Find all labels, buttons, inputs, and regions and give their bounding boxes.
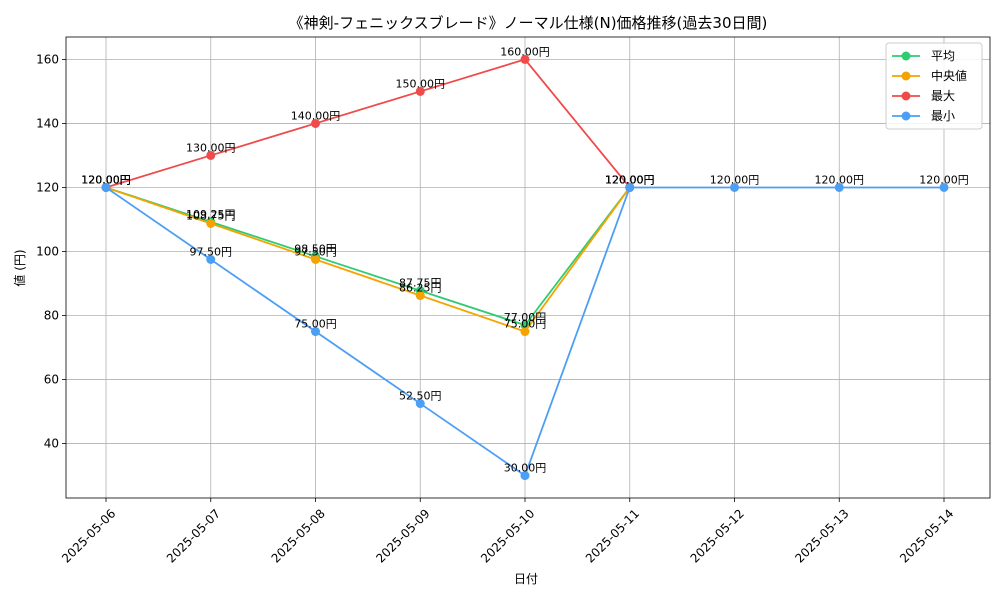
data-point [101, 182, 111, 192]
legend-marker [901, 111, 911, 121]
data-point [415, 291, 425, 301]
legend-label: 中央値 [931, 68, 967, 83]
y-axis-title: 値 (円) [12, 249, 27, 286]
y-axis: 40 60 80 100 120 140 160 [36, 52, 66, 451]
y-tick-label: 120 [36, 180, 59, 194]
data-point [730, 182, 739, 192]
data-label: 130.00円 [186, 141, 236, 154]
legend-marker [901, 51, 911, 61]
x-tick-label: 2025-05-13 [792, 506, 851, 565]
data-point [206, 254, 216, 264]
plot-area-frame [65, 36, 991, 499]
data-point [311, 118, 320, 128]
x-axis-title: 日付 [514, 572, 538, 586]
x-tick-label: 2025-05-06 [59, 506, 118, 565]
legend-label: 最大 [931, 89, 955, 103]
data-label: 52.50円 [399, 390, 442, 403]
legend-label: 最小 [931, 109, 955, 123]
data-point [834, 182, 844, 192]
data-point [311, 327, 320, 337]
data-label: 98.50円 [294, 242, 337, 255]
data-point [206, 218, 216, 228]
data-point [520, 471, 530, 481]
data-point [415, 399, 425, 409]
data-label: 120.00円 [605, 173, 655, 186]
grid [66, 37, 990, 498]
series-group [101, 54, 949, 481]
data-label: 140.00円 [291, 109, 341, 122]
legend-marker [901, 71, 911, 81]
data-label: 120.00円 [81, 173, 131, 186]
x-tick-label: 2025-05-09 [373, 506, 432, 565]
data-labels: 120.00円 109.25円 98.50円 87.75円 77.00円 120.00円 1… [81, 45, 969, 474]
data-label: 120.00円 [81, 173, 131, 186]
data-label: 120.00円 [605, 173, 655, 186]
data-label: 120.00円 [605, 173, 655, 186]
data-point [206, 150, 216, 160]
data-label: 109.25円 [186, 208, 236, 221]
data-label: 30.00円 [504, 462, 547, 475]
y-tick-label: 80 [44, 309, 59, 323]
data-label: 120.00円 [81, 173, 131, 186]
data-label: 150.00円 [396, 77, 446, 90]
data-label: 75.00円 [294, 318, 337, 331]
data-point [415, 86, 425, 96]
data-label: 160.00円 [500, 45, 550, 58]
data-label: 97.50円 [190, 245, 233, 258]
x-tick-label: 2025-05-14 [897, 506, 956, 565]
x-tick-label: 2025-05-10 [478, 506, 537, 565]
x-tick-label: 2025-05-08 [269, 506, 328, 565]
chart-title: 《神剣-フェニックスブレード》ノーマル仕様(N)価格推移(過去30日間) [289, 14, 768, 32]
series-line [105, 186, 631, 327]
y-tick-label: 160 [36, 52, 59, 66]
data-label: 108.75円 [186, 209, 236, 222]
x-tick-label: 2025-05-12 [688, 506, 747, 565]
legend-marker [901, 91, 911, 101]
data-point [520, 54, 530, 64]
y-tick-label: 140 [36, 116, 59, 130]
x-tick-label: 2025-05-11 [583, 506, 642, 565]
data-label: 120.00円 [919, 173, 969, 186]
data-label: 75.00円 [504, 318, 547, 331]
y-tick-label: 40 [44, 437, 59, 451]
legend-box [885, 42, 983, 130]
data-label: 97.50円 [294, 245, 337, 258]
series-line [105, 58, 631, 189]
data-point [520, 327, 530, 337]
data-label: 120.00円 [710, 173, 760, 186]
data-label: 120.00円 [815, 173, 865, 186]
data-label: 120.00円 [605, 173, 655, 186]
y-tick-label: 100 [36, 244, 59, 258]
data-point [625, 182, 635, 192]
x-axis: 2025-05-06 2025-05-07 2025-05-08 2025-05-09… [59, 498, 956, 566]
data-point [311, 254, 320, 264]
legend-label: 平均 [931, 49, 955, 63]
data-label: 120.00円 [81, 173, 131, 186]
data-point [939, 182, 949, 192]
data-label: 86.25円 [399, 282, 442, 295]
data-label: 77.00円 [504, 311, 547, 324]
data-label: 87.75円 [399, 277, 442, 290]
x-tick-label: 2025-05-07 [164, 506, 223, 565]
series-line [105, 186, 631, 333]
y-tick-label: 60 [44, 373, 59, 387]
